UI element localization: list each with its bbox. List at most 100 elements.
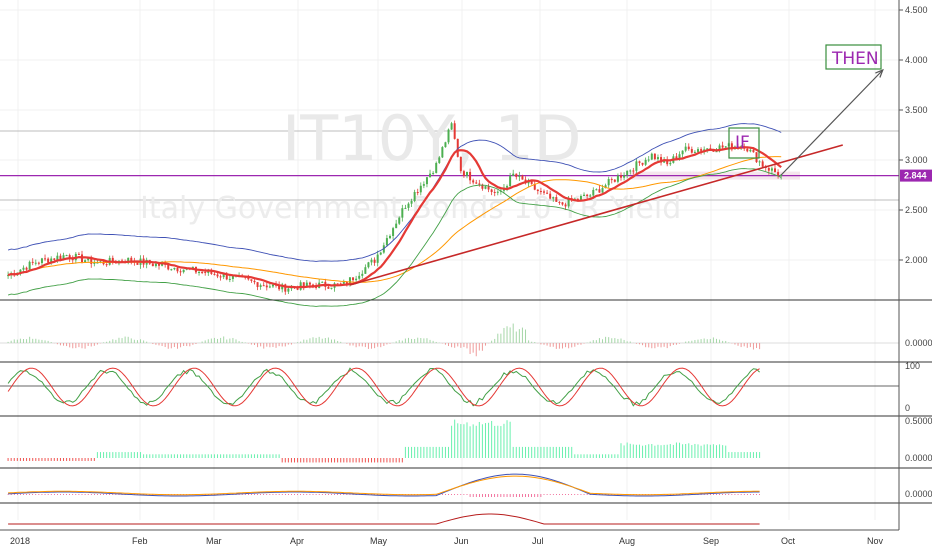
candle-body [34, 262, 37, 264]
time-tick-label: Sep [703, 536, 719, 546]
candle-body [675, 156, 678, 159]
time-tick-label: Jun [454, 536, 469, 546]
candle-body [250, 279, 253, 281]
candle-body [552, 197, 555, 199]
upper-band-line [7, 123, 782, 262]
grid [0, 0, 899, 520]
last-price-tag [900, 169, 932, 182]
price-panel [0, 120, 899, 307]
candle-body [721, 145, 724, 148]
candle-body [687, 146, 690, 150]
annotations: IF THEN [349, 44, 884, 286]
candle-body [213, 273, 216, 275]
panel5-line [8, 513, 760, 525]
candle-body [693, 151, 696, 153]
candle-body [253, 280, 256, 283]
candle-body [632, 170, 635, 172]
candle-body [770, 168, 773, 171]
stoch-k-line [7, 367, 760, 407]
then-label: THEN [831, 49, 879, 69]
stoch-d-line [7, 367, 760, 407]
candle-body [19, 269, 22, 273]
candle-body [216, 274, 219, 277]
candle-body [506, 186, 509, 188]
candle-body [358, 275, 361, 279]
candle-body [700, 149, 703, 151]
candle-body [620, 175, 622, 178]
candle-body [690, 149, 693, 153]
candle-body [419, 185, 422, 193]
ma-red-line [7, 146, 782, 289]
candle-body [435, 162, 438, 173]
candle-body [530, 181, 533, 184]
candle-body [456, 138, 459, 157]
candle-body [201, 271, 204, 273]
candle-body [395, 223, 398, 229]
candle-body [154, 263, 157, 267]
candle-body [336, 283, 339, 285]
candle-body [287, 288, 290, 292]
if-box [728, 127, 760, 159]
candle-body [84, 260, 87, 263]
time-tick-label: Aug [619, 536, 635, 546]
candle-body [478, 183, 481, 185]
candle-body [678, 154, 681, 159]
candle-body [703, 149, 706, 151]
candle-body [40, 258, 43, 264]
time-tick-label: Mar [206, 536, 222, 546]
candle-body [496, 191, 499, 193]
candle-body [425, 177, 428, 185]
candle-body [207, 270, 210, 273]
candle-body [487, 186, 490, 190]
candle-body [376, 254, 379, 263]
candle-body [635, 161, 638, 171]
candle-body [777, 172, 780, 176]
candle-body [278, 284, 281, 290]
candle-body [401, 208, 404, 218]
candle-body [669, 162, 672, 165]
candle-body [509, 175, 512, 187]
candle-body [432, 172, 435, 174]
candle-body [296, 287, 299, 290]
candle-body [321, 281, 324, 283]
candle-body [31, 261, 34, 263]
candle-body [7, 275, 10, 277]
candle-body [68, 255, 71, 259]
candle-body [561, 202, 564, 205]
then-box [825, 44, 882, 70]
candle-body [130, 257, 133, 262]
candle-body [127, 257, 130, 264]
lower-band-line [7, 168, 782, 307]
candle-body [53, 258, 56, 260]
watermark-symbol: IT10Y, 1D [282, 102, 582, 175]
candle-body [450, 123, 453, 130]
candle-body [601, 188, 604, 193]
candle-body [724, 146, 727, 148]
candle-body [173, 267, 176, 270]
candle-body [555, 197, 558, 202]
last-price-label: 2.844 [904, 171, 927, 181]
candle-body [342, 282, 345, 284]
candle-body [345, 282, 348, 285]
candle-body [758, 161, 761, 163]
candle-body [28, 261, 31, 270]
candle-body [441, 147, 444, 158]
candle-body [718, 145, 721, 152]
candle-body [247, 277, 250, 280]
candle-body [755, 152, 758, 163]
candle-body [373, 259, 376, 263]
candle-body [527, 181, 530, 184]
candle-body [105, 264, 108, 266]
price-tick-label: 4.500 [905, 5, 928, 15]
price-tick-label: 3.500 [905, 105, 928, 115]
candle-body [136, 262, 139, 265]
candle-body [521, 175, 524, 180]
candle-body [697, 149, 699, 152]
trend-line [349, 144, 843, 286]
candle-body [47, 258, 50, 263]
panel4-tick: 0.0000 [905, 489, 932, 499]
candle-body [641, 162, 644, 165]
candle-body [228, 278, 231, 280]
candle-body [170, 269, 173, 271]
